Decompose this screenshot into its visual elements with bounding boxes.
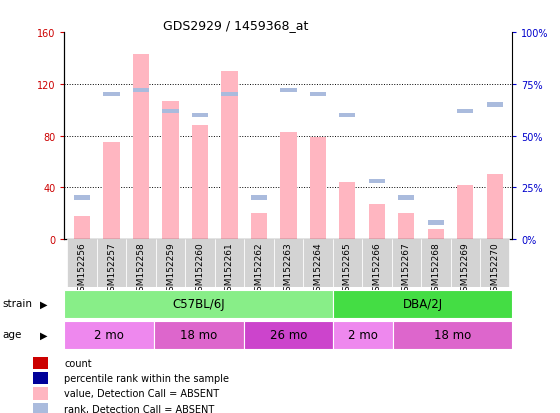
Text: GSM152259: GSM152259 xyxy=(166,242,175,297)
Bar xyxy=(393,321,512,349)
Bar xyxy=(480,240,510,287)
Bar xyxy=(192,126,208,240)
Bar xyxy=(450,240,480,287)
Bar xyxy=(421,240,450,287)
Bar xyxy=(221,72,237,240)
Bar xyxy=(104,93,120,97)
Bar xyxy=(368,180,385,184)
Text: age: age xyxy=(3,330,22,339)
Bar xyxy=(221,93,237,97)
Bar xyxy=(74,216,90,240)
Bar xyxy=(244,321,333,349)
Bar xyxy=(185,240,214,287)
Text: count: count xyxy=(64,358,92,368)
Bar xyxy=(339,114,356,118)
Bar xyxy=(104,143,120,240)
Bar xyxy=(391,240,421,287)
Bar xyxy=(310,93,326,97)
Text: GSM152258: GSM152258 xyxy=(137,242,146,297)
Bar xyxy=(33,372,48,384)
Text: 2 mo: 2 mo xyxy=(348,328,378,342)
Text: GSM152268: GSM152268 xyxy=(431,242,440,297)
Bar xyxy=(310,138,326,240)
Bar xyxy=(154,321,244,349)
Bar xyxy=(133,89,149,93)
Bar xyxy=(214,240,244,287)
Text: strain: strain xyxy=(3,299,33,309)
Text: ▶: ▶ xyxy=(40,330,48,339)
Bar xyxy=(398,196,414,200)
Bar xyxy=(428,229,444,240)
Bar xyxy=(74,196,90,200)
Bar xyxy=(333,321,393,349)
Bar xyxy=(156,240,185,287)
Bar xyxy=(192,114,208,118)
Bar xyxy=(244,240,274,287)
Text: C57BL/6J: C57BL/6J xyxy=(172,297,225,311)
Text: 26 mo: 26 mo xyxy=(270,328,307,342)
Bar xyxy=(333,240,362,287)
Text: rank, Detection Call = ABSENT: rank, Detection Call = ABSENT xyxy=(64,404,214,413)
Text: GSM152270: GSM152270 xyxy=(490,242,499,297)
Bar xyxy=(362,240,391,287)
Text: 18 mo: 18 mo xyxy=(180,328,217,342)
Bar xyxy=(339,183,356,240)
Bar xyxy=(33,403,48,413)
Bar xyxy=(281,133,296,240)
Bar xyxy=(251,214,267,240)
Bar xyxy=(457,109,473,114)
Text: GSM152265: GSM152265 xyxy=(343,242,352,297)
Text: GSM152263: GSM152263 xyxy=(284,242,293,297)
Bar xyxy=(368,205,385,240)
Bar xyxy=(162,109,179,114)
Bar xyxy=(487,175,503,240)
Text: GSM152267: GSM152267 xyxy=(402,242,411,297)
Bar xyxy=(33,357,48,369)
Text: DBA/2J: DBA/2J xyxy=(403,297,443,311)
Bar xyxy=(457,185,473,240)
Bar xyxy=(33,387,48,399)
Bar xyxy=(133,55,149,240)
Text: 18 mo: 18 mo xyxy=(434,328,472,342)
Bar xyxy=(97,240,127,287)
Text: 2 mo: 2 mo xyxy=(94,328,124,342)
Text: percentile rank within the sample: percentile rank within the sample xyxy=(64,373,229,383)
Bar xyxy=(64,290,333,318)
Text: value, Detection Call = ABSENT: value, Detection Call = ABSENT xyxy=(64,389,219,399)
Text: GSM152266: GSM152266 xyxy=(372,242,381,297)
Bar xyxy=(162,102,179,240)
Bar xyxy=(127,240,156,287)
Bar xyxy=(281,89,296,93)
Bar xyxy=(274,240,303,287)
Bar xyxy=(398,214,414,240)
Bar xyxy=(303,240,333,287)
Bar xyxy=(64,321,154,349)
Text: GSM152260: GSM152260 xyxy=(195,242,204,297)
Text: GSM152257: GSM152257 xyxy=(107,242,116,297)
Text: GSM152264: GSM152264 xyxy=(314,242,323,297)
Bar xyxy=(333,290,512,318)
Text: GSM152261: GSM152261 xyxy=(225,242,234,297)
Bar xyxy=(428,221,444,225)
Bar xyxy=(67,240,97,287)
Bar xyxy=(487,103,503,107)
Text: GSM152269: GSM152269 xyxy=(461,242,470,297)
Text: ▶: ▶ xyxy=(40,299,48,309)
Text: GSM152262: GSM152262 xyxy=(254,242,263,297)
Bar xyxy=(251,196,267,200)
Text: GSM152256: GSM152256 xyxy=(78,242,87,297)
Text: GDS2929 / 1459368_at: GDS2929 / 1459368_at xyxy=(162,19,308,31)
